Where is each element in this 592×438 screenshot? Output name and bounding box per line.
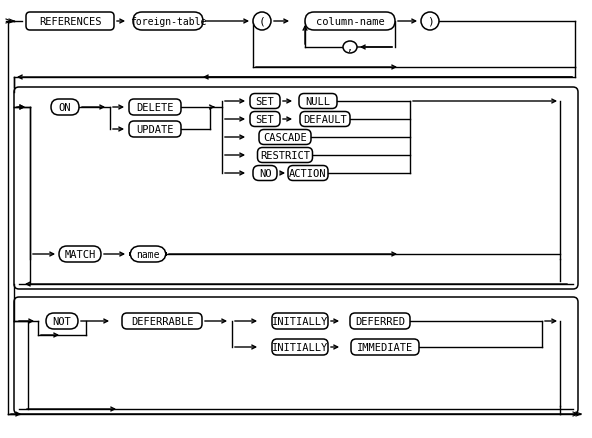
FancyBboxPatch shape — [253, 166, 277, 181]
FancyBboxPatch shape — [250, 112, 280, 127]
FancyBboxPatch shape — [351, 339, 419, 355]
Ellipse shape — [421, 13, 439, 31]
FancyBboxPatch shape — [288, 166, 328, 181]
FancyBboxPatch shape — [129, 100, 181, 116]
FancyBboxPatch shape — [130, 247, 166, 262]
FancyBboxPatch shape — [129, 122, 181, 138]
Text: RESTRICT: RESTRICT — [260, 151, 310, 161]
Text: NULL: NULL — [305, 97, 330, 107]
Text: DELETE: DELETE — [136, 103, 173, 113]
FancyBboxPatch shape — [350, 313, 410, 329]
Text: ACTION: ACTION — [289, 169, 327, 179]
FancyBboxPatch shape — [300, 112, 350, 127]
Text: DEFERRED: DEFERRED — [355, 316, 405, 326]
Text: IMMEDIATE: IMMEDIATE — [357, 342, 413, 352]
Text: DEFAULT: DEFAULT — [303, 115, 347, 125]
FancyBboxPatch shape — [133, 13, 203, 31]
Text: CASCADE: CASCADE — [263, 133, 307, 143]
FancyBboxPatch shape — [250, 94, 280, 109]
Text: name: name — [136, 249, 160, 259]
FancyBboxPatch shape — [26, 13, 114, 31]
Text: SET: SET — [256, 115, 274, 125]
FancyBboxPatch shape — [272, 313, 328, 329]
Text: INITIALLY: INITIALLY — [272, 316, 328, 326]
Text: foreign-table: foreign-table — [130, 17, 206, 27]
FancyBboxPatch shape — [299, 94, 337, 109]
Text: ): ) — [427, 17, 433, 27]
FancyBboxPatch shape — [14, 297, 578, 414]
Text: NO: NO — [259, 169, 271, 179]
FancyBboxPatch shape — [46, 313, 78, 329]
FancyBboxPatch shape — [258, 148, 313, 163]
Text: MATCH: MATCH — [65, 249, 96, 259]
Text: DEFERRABLE: DEFERRABLE — [131, 316, 193, 326]
FancyBboxPatch shape — [259, 130, 311, 145]
Text: NOT: NOT — [53, 316, 72, 326]
FancyBboxPatch shape — [272, 339, 328, 355]
Ellipse shape — [253, 13, 271, 31]
Text: ,: , — [347, 43, 353, 53]
Text: column-name: column-name — [316, 17, 384, 27]
FancyBboxPatch shape — [14, 88, 578, 290]
FancyBboxPatch shape — [51, 100, 79, 116]
Text: ON: ON — [59, 103, 71, 113]
Text: REFERENCES: REFERENCES — [38, 17, 101, 27]
Ellipse shape — [343, 42, 357, 54]
Text: (: ( — [259, 17, 265, 27]
Text: INITIALLY: INITIALLY — [272, 342, 328, 352]
FancyBboxPatch shape — [122, 313, 202, 329]
Text: SET: SET — [256, 97, 274, 107]
FancyBboxPatch shape — [305, 13, 395, 31]
Text: UPDATE: UPDATE — [136, 125, 173, 135]
FancyBboxPatch shape — [59, 247, 101, 262]
